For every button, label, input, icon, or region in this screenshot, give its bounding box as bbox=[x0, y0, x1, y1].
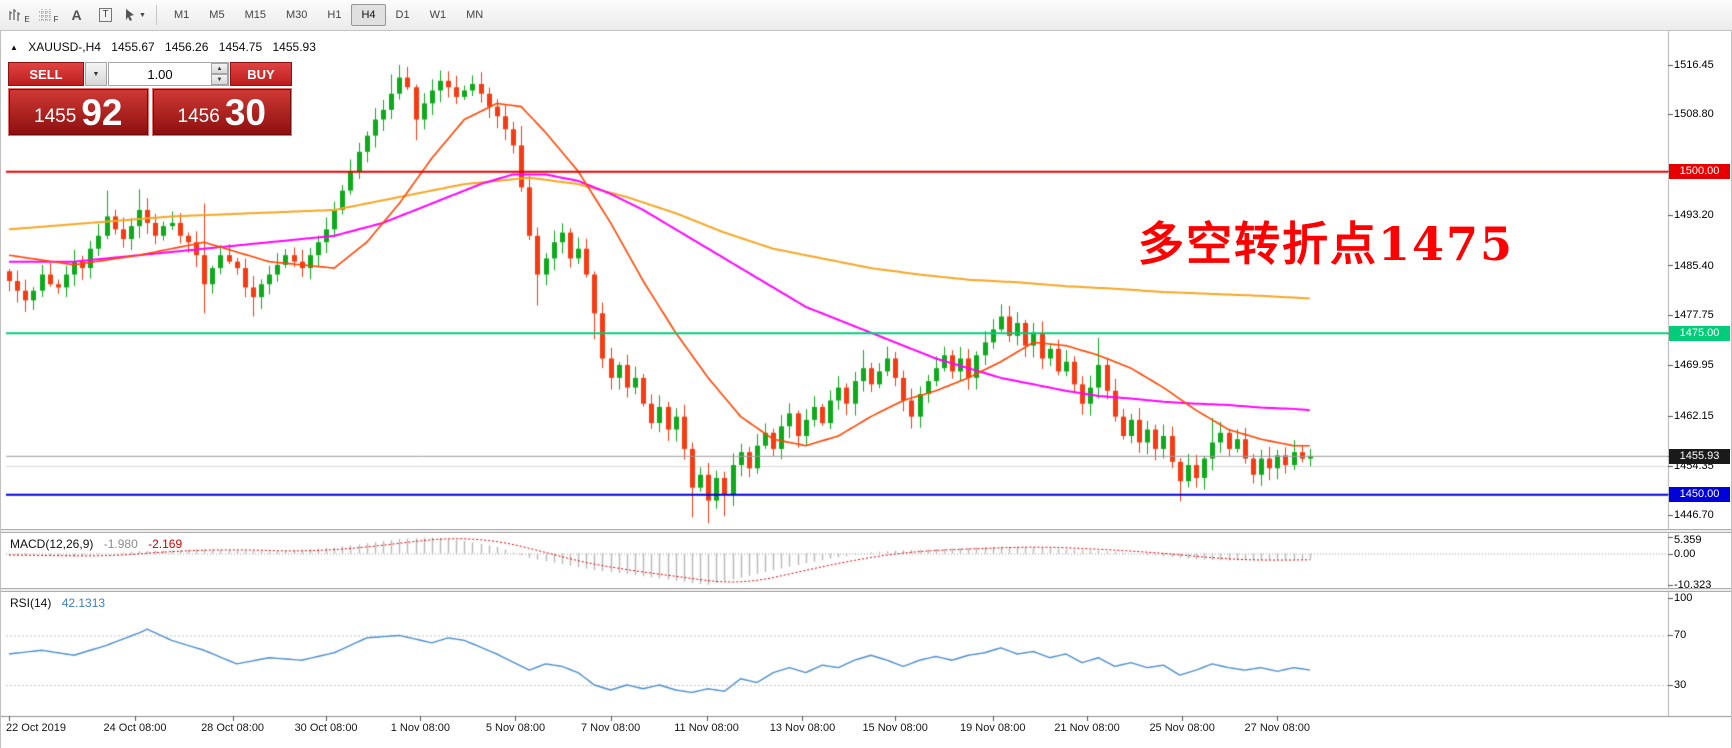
buy-price-main: 1456 bbox=[177, 106, 220, 127]
open-value: 1455.67 bbox=[111, 40, 155, 54]
macd-indicator-label: MACD(12,26,9) -1.980 -2.169 bbox=[10, 537, 182, 551]
time-axis-label: 27 Nov 08:00 bbox=[1244, 722, 1310, 734]
chevron-down-icon: ▼ bbox=[216, 76, 223, 83]
low-value: 1454.75 bbox=[218, 40, 263, 54]
text-tool-button[interactable]: A bbox=[63, 3, 90, 27]
panel-splitter[interactable] bbox=[0, 529, 1732, 533]
macd-name: MACD(12,26,9) bbox=[10, 537, 94, 551]
volume-decrement-button[interactable]: ▼ bbox=[211, 74, 228, 85]
sell-button[interactable]: SELL bbox=[8, 62, 84, 86]
time-axis-label: 30 Oct 08:00 bbox=[294, 722, 358, 734]
level-price-tag: 1450.00 bbox=[1669, 487, 1730, 503]
macd-axis-label: 0.00 bbox=[1674, 547, 1696, 560]
level-price-tag: 1500.00 bbox=[1669, 164, 1730, 180]
price-axis-label: 1493.20 bbox=[1674, 209, 1714, 222]
time-axis-label: 1 Nov 08:00 bbox=[390, 722, 451, 734]
time-axis-label: 15 Nov 08:00 bbox=[862, 722, 928, 734]
macd-axis-label: -10.323 bbox=[1674, 578, 1712, 591]
time-axis-label: 5 Nov 08:00 bbox=[485, 722, 546, 734]
toolbar-separator bbox=[156, 5, 157, 25]
timeframe-m1-button[interactable]: M1 bbox=[164, 4, 199, 26]
volume-value: 1.00 bbox=[147, 66, 173, 82]
volume-increment-button[interactable]: ▲ bbox=[211, 63, 228, 74]
panel-splitter[interactable] bbox=[0, 588, 1732, 592]
rsi-value: 42.1313 bbox=[61, 596, 106, 610]
rsi-indicator-label: RSI(14) 42.1313 bbox=[10, 596, 105, 610]
grid-tool-button[interactable]: F bbox=[34, 3, 61, 27]
price-axis-label: 1462.15 bbox=[1674, 409, 1714, 422]
symbol-marker-icon: ▲ bbox=[10, 43, 18, 52]
price-axis-label: 1469.95 bbox=[1674, 359, 1714, 372]
sell-price-pips: 92 bbox=[81, 92, 123, 133]
macd-main-value: -1.980 bbox=[103, 537, 138, 551]
chevron-down-icon: ▼ bbox=[139, 11, 146, 19]
chart-bars-tool-button[interactable]: E bbox=[5, 3, 32, 27]
buy-button[interactable]: BUY bbox=[230, 62, 292, 86]
buy-price-pips: 30 bbox=[224, 92, 266, 133]
price-axis-label: 1516.45 bbox=[1674, 58, 1714, 71]
price-axis-label: 1477.75 bbox=[1674, 308, 1714, 321]
timeframe-mn-button[interactable]: MN bbox=[456, 4, 493, 26]
rsi-axis-label: 70 bbox=[1674, 629, 1687, 642]
time-axis-label: 24 Oct 08:00 bbox=[103, 722, 167, 734]
timeframe-d1-button[interactable]: D1 bbox=[386, 4, 420, 26]
close-value: 1455.93 bbox=[272, 40, 316, 54]
time-axis-label: 13 Nov 08:00 bbox=[769, 722, 836, 734]
timeframe-m15-button[interactable]: M15 bbox=[235, 4, 276, 26]
timeframe-h4-button[interactable]: H4 bbox=[351, 4, 386, 26]
time-axis-label: 28 Oct 08:00 bbox=[201, 722, 265, 734]
textbox-tool-button[interactable]: T bbox=[92, 3, 119, 27]
tool-sub-label: F bbox=[53, 14, 59, 24]
time-axis-label: 21 Nov 08:00 bbox=[1054, 722, 1120, 734]
volume-field[interactable]: 1.00 ▲ ▼ bbox=[108, 62, 229, 86]
chart-frame-left bbox=[0, 31, 1, 748]
one-click-trading-panel: SELL ▼ 1.00 ▲ ▼ BUY 1455 92 1456 30 bbox=[8, 62, 292, 136]
time-axis-label: 25 Nov 08:00 bbox=[1149, 722, 1215, 734]
sell-price-display[interactable]: 1455 92 bbox=[8, 88, 149, 136]
price-axis-label: 1485.40 bbox=[1674, 259, 1714, 272]
time-axis-label: 22 Oct 2019 bbox=[6, 722, 66, 734]
trade-options-dropdown[interactable]: ▼ bbox=[85, 62, 107, 86]
rsi-name: RSI(14) bbox=[10, 596, 52, 610]
textbox-tool-icon: T bbox=[99, 8, 112, 22]
rsi-axis-label: 100 bbox=[1674, 592, 1693, 605]
cursor-tool-button[interactable]: ▼ bbox=[121, 3, 148, 27]
grid-icon bbox=[38, 8, 51, 21]
tool-sub-label: E bbox=[24, 14, 30, 24]
time-axis-label: 19 Nov 08:00 bbox=[960, 722, 1026, 734]
chart-bars-icon bbox=[9, 8, 21, 21]
buy-price-display[interactable]: 1456 30 bbox=[151, 88, 292, 136]
price-axis-label: 1508.80 bbox=[1674, 108, 1714, 121]
toolbar: E F A T ▼ M1 M5 M15 M30 H1 H4 D1 W1 MN bbox=[0, 0, 1732, 31]
time-axis-label: 11 Nov 08:00 bbox=[674, 722, 739, 734]
text-tool-icon: A bbox=[71, 7, 82, 23]
timeframe-m30-button[interactable]: M30 bbox=[276, 4, 317, 26]
symbol-timeframe-label: XAUUSD-,H4 bbox=[28, 40, 101, 54]
high-value: 1456.26 bbox=[165, 40, 209, 54]
level-price-tag: 1475.00 bbox=[1669, 325, 1730, 341]
macd-axis-label: 5.359 bbox=[1674, 534, 1702, 546]
timeframe-button-group: M1 M5 M15 M30 H1 H4 D1 W1 MN bbox=[164, 4, 493, 26]
timeframe-w1-button[interactable]: W1 bbox=[420, 4, 457, 26]
cursor-icon bbox=[126, 9, 135, 21]
sell-price-main: 1455 bbox=[34, 106, 77, 127]
chevron-down-icon: ▼ bbox=[92, 70, 100, 78]
macd-signal-value: -2.169 bbox=[148, 537, 183, 551]
timeframe-m5-button[interactable]: M5 bbox=[199, 4, 234, 26]
volume-spinner: ▲ ▼ bbox=[211, 63, 228, 85]
chart-info-bar: ▲ XAUUSD-,H4 1455.67 1456.26 1454.75 145… bbox=[10, 40, 323, 54]
timeframe-h1-button[interactable]: H1 bbox=[317, 4, 351, 26]
chart-annotation: 多空转折点1475 bbox=[1138, 217, 1515, 271]
time-axis-label: 7 Nov 08:00 bbox=[580, 722, 641, 734]
current-price-tag: 1455.93 bbox=[1669, 448, 1730, 464]
price-axis-label: 1446.70 bbox=[1674, 509, 1714, 522]
chevron-up-icon: ▲ bbox=[216, 65, 223, 72]
rsi-axis-label: 30 bbox=[1674, 679, 1687, 691]
